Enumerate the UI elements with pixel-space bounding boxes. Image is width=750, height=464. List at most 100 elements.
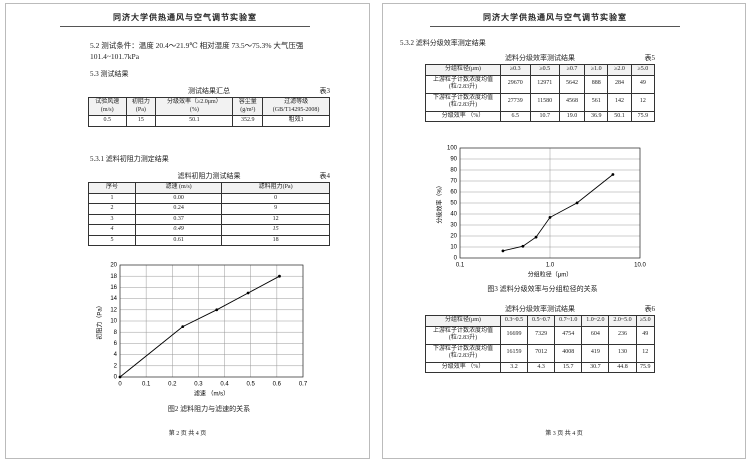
table-cell: 上游粒子计数浓度均值 (粒/2.83升): [425, 325, 501, 345]
table-cell: 15: [221, 224, 330, 236]
header-cell: 分级效率（≥2.0μm） (%): [155, 97, 234, 116]
header-row: 序号 滤速 (m/s) 滤料阻力(Pa): [87, 182, 330, 194]
header-rule: [60, 26, 310, 27]
section: 5.3 测试结果: [90, 70, 129, 78]
table-head: 分组粒径(μm) 0.3~0.5 0.5~0.7 0.7~1.0 1.0~2.0 2.0~…: [425, 315, 656, 327]
y-tick-label: 14: [110, 296, 117, 302]
y-tick-label: 30: [450, 223, 457, 229]
table-cell: 4008: [554, 343, 583, 363]
table-cell: 0: [221, 192, 330, 204]
y-tick-label: 10: [110, 319, 117, 325]
table-cell: 284: [607, 74, 632, 94]
caption: 图2 滤料阻力与滤速的关系: [167, 405, 251, 413]
table-cell: 49: [635, 325, 656, 345]
y-tick-label: 10: [450, 245, 457, 251]
table-cell: 49: [630, 74, 656, 94]
y-tick-label: 4: [114, 352, 118, 358]
table-body: 上游粒子计数浓度均值 (粒/2.83升) 29670 12971 5642 888 284…: [425, 74, 656, 122]
table-cell: 4.3: [527, 361, 556, 373]
table-body: 1 0.00 0 2 0.24 9 3 0.37 12 4 0.49 15 5 0.61 18: [87, 192, 330, 246]
table-cell: 10.7: [529, 110, 560, 122]
x-tick-label: 0.4: [220, 382, 229, 388]
x-tick-label: 0.3: [194, 382, 203, 388]
table-cell: 12971: [529, 74, 560, 94]
table-cell: 0.00: [135, 192, 223, 204]
table-cell: 888: [584, 74, 609, 94]
table-cell: 75.9: [635, 361, 656, 373]
table-cell: 12: [635, 343, 656, 363]
table-cell: 9: [221, 203, 330, 215]
table-cell: 29670: [500, 74, 531, 94]
header-cell: 滤速 (m/s): [135, 182, 223, 194]
table-label: 表5: [644, 54, 656, 62]
table-cell: 75.9: [630, 110, 656, 122]
table-cell: 7012: [527, 343, 556, 363]
header-rule: [430, 26, 680, 27]
table-cell: 352.9: [232, 115, 264, 127]
footer: 第 2 页 共 4 页: [168, 431, 207, 437]
header-row: 试验风速 (m/s) 初阻力 (Pa) 分级效率（≥2.0μm） (%) 容尘量 (g…: [88, 97, 330, 116]
conditions: 5.2 测试条件：温度 20.4～21.9℃ 相对湿度 73.5～75.3% 大…: [90, 41, 304, 62]
y-tick-label: 50: [450, 201, 457, 207]
table-row: 上游粒子计数浓度均值 (粒/2.83升) 16699 7329 4754 604 236 4…: [425, 325, 656, 345]
header-cell: 0.3~0.5: [499, 315, 529, 327]
table-head: 试验风速 (m/s) 初阻力 (Pa) 分级效率（≥2.0μm） (%) 容尘量 (g…: [88, 97, 330, 116]
header-cell: ≥0.5: [529, 64, 560, 76]
x-tick-label: 0.2: [168, 382, 177, 388]
table: 试验风速 (m/s) 初阻力 (Pa) 分级效率（≥2.0μm） (%) 容尘量 (g…: [88, 97, 330, 127]
table-cell: 下游粒子计数浓度均值 (粒/2.83升): [425, 343, 501, 363]
table-label: 表6: [644, 305, 656, 313]
y-tick-label: 12: [110, 307, 117, 313]
caption: 图3 滤料分级效率与分组粒径的关系: [487, 285, 598, 293]
table-head: 序号 滤速 (m/s) 滤料阻力(Pa): [87, 182, 330, 194]
table-row: 3 0.37 12: [87, 213, 330, 225]
y-tick-label: 80: [450, 168, 457, 174]
header-cell: 分组粒径(μm): [425, 64, 501, 76]
table-body: 上游粒子计数浓度均值 (粒/2.83升) 16699 7329 4754 604 236 4…: [425, 325, 656, 373]
header-cell: 2.0~5.0: [608, 315, 637, 327]
y-tick-label: 90: [450, 157, 457, 163]
table-title: 滤料分级效率测试结果: [505, 305, 575, 313]
table-cell: 18: [221, 234, 330, 246]
table-title: 滤料初阻力测试结果: [177, 172, 241, 180]
x-tick-label: 0.5: [247, 382, 256, 388]
page: [382, 3, 746, 459]
table-cell: 12: [221, 213, 330, 225]
table-cell: 分级效率 （%）: [425, 110, 501, 122]
table-cell: 16159: [499, 343, 529, 363]
table-cell: 6.5: [500, 110, 531, 122]
data-point: [534, 235, 538, 239]
header-cell: ≥5.0: [630, 64, 656, 76]
table-cell: 36.9: [584, 110, 609, 122]
x-tick-label: 0: [118, 382, 122, 388]
table-cell: 27739: [500, 92, 531, 112]
header-cell: 0.7~1.0: [554, 315, 583, 327]
table-row: 1 0.00 0: [87, 192, 330, 204]
y-axis-label: 初阻力（Pa）: [96, 302, 104, 339]
subsection: 5.3.1 滤料初阻力测定结果: [90, 155, 169, 163]
plot-frame: [119, 264, 304, 378]
table-cell: 561: [584, 92, 609, 112]
header-cell: ≥5.0: [635, 315, 656, 327]
table-cell: 44.8: [608, 361, 637, 373]
table-body: 0.5 15 50.1 352.9 粗效1: [88, 115, 330, 127]
table-cell: 604: [581, 325, 610, 345]
page-header: 同济大学供热通风与空气调节实验室: [113, 13, 257, 22]
data-point: [575, 201, 579, 205]
data-point: [215, 308, 219, 312]
data-point: [118, 375, 122, 379]
data-point: [548, 216, 552, 219]
table-cell: 3.2: [499, 361, 529, 373]
y-tick-label: 20: [450, 234, 457, 240]
table-cell: 4: [87, 224, 137, 236]
table-cell: 7329: [527, 325, 556, 345]
table-cell: 15: [125, 115, 157, 127]
table-cell: 0.61: [135, 234, 223, 246]
y-tick-label: 0: [114, 375, 118, 381]
x-tick-label: 0.6: [273, 382, 282, 388]
x-axis-label: 滤速 （m/s）: [194, 390, 229, 398]
table-cell: 粗效1: [262, 115, 330, 127]
table: 分组粒径(μm) ≥0.3 ≥0.5 ≥0.7 ≥1.0 ≥2.0 ≥5.0 上游粒子计数浓度…: [425, 64, 656, 122]
table-cell: 419: [581, 343, 610, 363]
header-cell: 过滤等级 (GB/T14295-2008): [262, 97, 330, 116]
